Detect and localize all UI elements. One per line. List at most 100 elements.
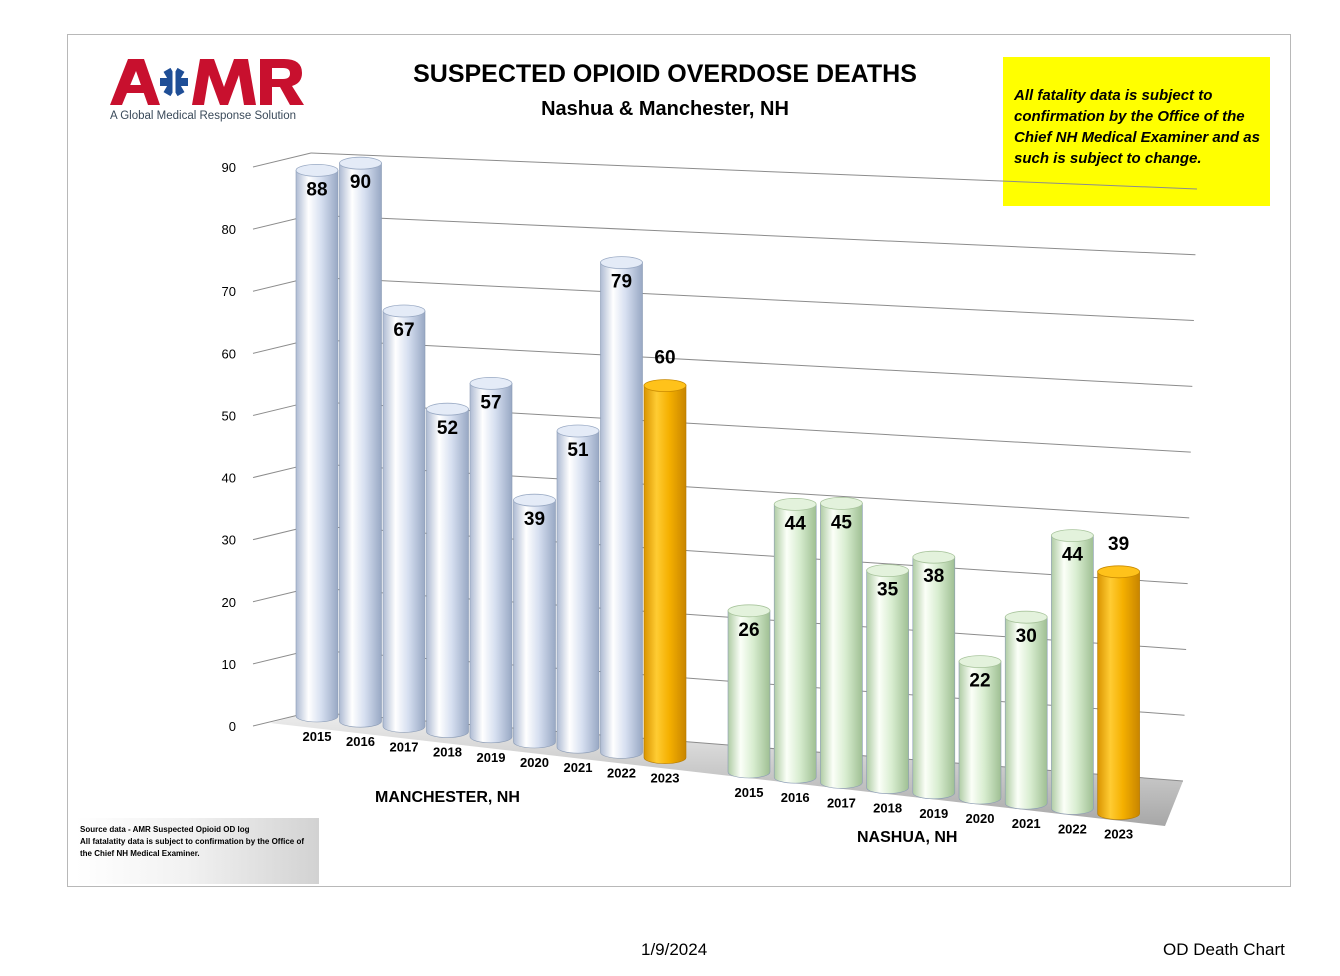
y-tick-label: 20: [222, 595, 236, 610]
y-tick-label: 60: [222, 346, 236, 361]
bar-top-manchester-2020: [513, 493, 556, 507]
bar-top-nashua-2016: [773, 497, 817, 511]
gridline: [310, 338, 1193, 387]
bar-top-nashua-2018: [866, 564, 909, 577]
value-label-nashua-2017: 45: [831, 512, 853, 533]
disclaimer-note: All fatality data is subject to confirma…: [1003, 57, 1270, 206]
bar-nashua-2021: [1004, 616, 1048, 810]
category-label-manchester-2020: 2020: [520, 755, 549, 770]
category-label-manchester-2022: 2022: [607, 765, 636, 780]
value-label-manchester-2016: 90: [350, 172, 371, 193]
bar-top-manchester-2022: [600, 256, 643, 270]
bar-nashua-2020: [958, 661, 1002, 805]
category-label-nashua-2019: 2019: [919, 806, 948, 821]
bar-top-manchester-2023: [643, 379, 687, 393]
bar-top-manchester-2021: [556, 424, 600, 438]
value-label-nashua-2021: 30: [1016, 626, 1037, 647]
gridline: [310, 214, 1196, 256]
category-label-manchester-2018: 2018: [433, 745, 462, 760]
amr-logo: A Global Medical Response Solution: [108, 55, 308, 125]
category-label-nashua-2020: 2020: [966, 811, 995, 826]
y-tick-label: 40: [222, 471, 236, 486]
category-label-manchester-2016: 2016: [346, 734, 375, 749]
gridline: [310, 152, 1198, 190]
bar-top-nashua-2022: [1051, 529, 1094, 542]
bar-nashua-2022: [1051, 535, 1094, 815]
y-tick-label: 0: [229, 719, 236, 734]
chart-subtitle: Nashua & Manchester, NH: [541, 98, 789, 120]
category-label-nashua-2021: 2021: [1012, 816, 1041, 831]
value-label-manchester-2021: 51: [567, 440, 589, 461]
y-tick-label: 50: [222, 408, 236, 423]
bar-manchester-2021: [556, 430, 600, 754]
bar-manchester-2017: [382, 310, 426, 733]
bar-manchester-2015: [295, 170, 339, 723]
bar-nashua-2019: [912, 556, 956, 800]
value-label-manchester-2023: 60: [654, 348, 675, 369]
value-label-manchester-2019: 57: [480, 392, 501, 413]
category-label-nashua-2023: 2023: [1104, 827, 1133, 842]
footer-date: 1/9/2024: [641, 940, 708, 959]
value-label-nashua-2018: 35: [877, 580, 899, 601]
bar-manchester-2016: [339, 162, 382, 728]
bar-manchester-2018: [426, 408, 469, 738]
bar-top-nashua-2023: [1097, 565, 1140, 579]
logo-tagline: A Global Medical Response Solution: [110, 110, 297, 122]
source-line-2: All fatalatity data is subject to confir…: [80, 837, 305, 858]
category-label-nashua-2017: 2017: [827, 795, 856, 810]
category-label-manchester-2023: 2023: [651, 771, 680, 786]
source-line-1: Source data - AMR Suspected Opioid OD lo…: [80, 825, 250, 834]
bar-top-nashua-2020: [958, 655, 1002, 668]
category-label-manchester-2019: 2019: [477, 750, 506, 765]
category-label-nashua-2022: 2022: [1058, 821, 1087, 836]
value-label-manchester-2020: 39: [524, 509, 545, 530]
gridline: [310, 276, 1194, 322]
category-label-manchester-2015: 2015: [303, 729, 332, 744]
value-label-manchester-2022: 79: [611, 272, 632, 293]
bar-top-nashua-2015: [727, 604, 771, 618]
bar-nashua-2016: [773, 504, 817, 784]
y-tick-label: 10: [222, 657, 236, 672]
bar-nashua-2015: [727, 610, 771, 779]
bar-top-manchester-2017: [382, 304, 426, 318]
bar-top-manchester-2018: [426, 402, 469, 416]
bar-manchester-2022: [600, 262, 643, 759]
value-label-manchester-2017: 67: [393, 320, 414, 341]
category-label-nashua-2015: 2015: [735, 785, 764, 800]
y-tick-label: 80: [222, 222, 236, 237]
bar-manchester-2019: [469, 383, 513, 744]
nashua-group-label: NASHUA, NH: [857, 829, 958, 846]
bar-top-manchester-2016: [339, 156, 382, 170]
value-label-manchester-2015: 88: [306, 179, 327, 200]
bar-manchester-2023: [643, 385, 687, 764]
gridline-tick: [252, 152, 312, 168]
chart-title: SUSPECTED OPIOID OVERDOSE DEATHS: [413, 60, 917, 88]
bar-nashua-2018: [866, 570, 909, 794]
y-tick-label: 30: [222, 533, 236, 548]
y-tick-label: 70: [222, 284, 236, 299]
source-note: Source data - AMR Suspected Opioid OD lo…: [76, 818, 319, 884]
value-label-nashua-2016: 44: [785, 513, 807, 534]
value-label-nashua-2015: 26: [738, 620, 759, 641]
category-label-nashua-2016: 2016: [781, 790, 810, 805]
bar-top-manchester-2019: [469, 376, 513, 390]
bar-top-nashua-2021: [1004, 610, 1048, 624]
value-label-nashua-2023: 39: [1108, 534, 1129, 555]
bar-nashua-2023: [1097, 571, 1140, 820]
footer-chart-name: OD Death Chart: [1163, 940, 1285, 959]
manchester-group-label: MANCHESTER, NH: [375, 789, 520, 806]
category-label-manchester-2017: 2017: [390, 739, 419, 754]
bar-manchester-2020: [513, 499, 556, 749]
value-label-nashua-2022: 44: [1062, 545, 1084, 566]
value-label-nashua-2020: 22: [969, 671, 990, 692]
y-tick-label: 90: [222, 160, 236, 175]
bar-top-nashua-2017: [820, 496, 863, 510]
bar-top-nashua-2019: [912, 550, 956, 564]
category-label-nashua-2018: 2018: [873, 801, 902, 816]
value-label-manchester-2018: 52: [437, 418, 458, 439]
category-label-manchester-2021: 2021: [564, 760, 593, 775]
bar-top-manchester-2015: [295, 163, 339, 177]
value-label-nashua-2019: 38: [923, 566, 944, 587]
bar-nashua-2017: [820, 503, 863, 789]
